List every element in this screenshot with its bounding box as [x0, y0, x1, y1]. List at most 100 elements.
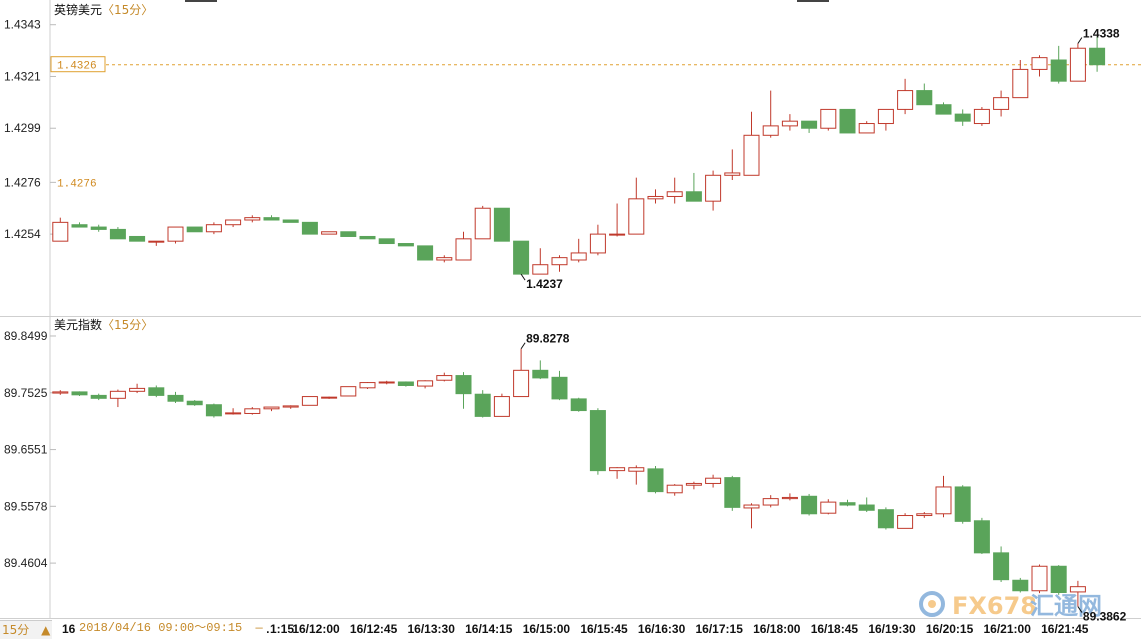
dxy-candle[interactable]: [743, 503, 760, 529]
dxy-candle[interactable]: [359, 381, 376, 389]
gbpusd-candle[interactable]: [301, 221, 318, 235]
dxy-candle[interactable]: [493, 393, 510, 417]
dxy-candle[interactable]: [1069, 580, 1086, 607]
gbpusd-candle[interactable]: [205, 222, 222, 235]
dxy-candle[interactable]: [263, 406, 280, 412]
gbpusd-candle[interactable]: [71, 222, 88, 228]
dxy-candle[interactable]: [993, 546, 1010, 583]
gbpusd-candle[interactable]: [551, 255, 568, 272]
dxy-candle[interactable]: [340, 386, 357, 397]
dxy-candle[interactable]: [90, 393, 107, 401]
gbpusd-candle[interactable]: [743, 111, 760, 176]
gbpusd-candle[interactable]: [1031, 55, 1048, 77]
dxy-candle[interactable]: [628, 465, 645, 485]
gbpusd-candle[interactable]: [1089, 36, 1106, 72]
dxy-candle[interactable]: [839, 499, 856, 507]
gbpusd-candle[interactable]: [474, 205, 491, 240]
dxy-candle[interactable]: [820, 499, 837, 515]
dxy-candle[interactable]: [513, 348, 530, 398]
dxy-candle[interactable]: [973, 517, 990, 555]
dxy-candle[interactable]: [801, 493, 818, 516]
period-selector-button[interactable]: 15分 ▲: [0, 620, 52, 639]
gbpusd-candle[interactable]: [225, 219, 242, 228]
gbpusd-candle[interactable]: [916, 83, 933, 106]
dxy-candle[interactable]: [877, 507, 894, 530]
dxy-candle[interactable]: [129, 383, 146, 394]
gbpusd-candle[interactable]: [724, 149, 741, 180]
dxy-candle[interactable]: [685, 481, 702, 490]
gbpusd-candle[interactable]: [167, 226, 184, 244]
gbpusd-candle[interactable]: [397, 243, 414, 247]
gbpusd-candle[interactable]: [1012, 60, 1029, 99]
dxy-candle[interactable]: [1050, 565, 1067, 595]
gbpusd-candle[interactable]: [1050, 45, 1067, 84]
dxy-candle[interactable]: [71, 391, 88, 396]
gbpusd-candle[interactable]: [455, 231, 472, 261]
gbpusd-candle[interactable]: [129, 235, 146, 242]
dxy-candle[interactable]: [301, 396, 318, 406]
gbpusd-candle[interactable]: [897, 78, 914, 115]
dxy-candle[interactable]: [321, 396, 338, 399]
gbpusd-candle[interactable]: [781, 114, 798, 131]
dxy-candle[interactable]: [417, 380, 434, 389]
gbpusd-candle[interactable]: [282, 219, 299, 223]
gbpusd-candle[interactable]: [321, 231, 338, 235]
gbpusd-candle[interactable]: [417, 245, 434, 261]
gbpusd-candle[interactable]: [359, 235, 376, 240]
gbpusd-candle[interactable]: [839, 108, 856, 134]
gbpusd-candle[interactable]: [186, 226, 203, 233]
dxy-candle[interactable]: [781, 493, 798, 501]
dxy-candle[interactable]: [858, 497, 875, 513]
gbpusd-candle[interactable]: [340, 231, 357, 237]
gbpusd-candle[interactable]: [877, 108, 894, 131]
dxy-candle[interactable]: [897, 513, 914, 529]
gbpusd-candle[interactable]: [1069, 43, 1086, 82]
gbpusd-candle[interactable]: [52, 217, 69, 242]
gbpusd-candle[interactable]: [705, 170, 722, 211]
gbpusd-candle[interactable]: [685, 172, 702, 202]
dxy-candle[interactable]: [244, 407, 261, 415]
gbpusd-candle[interactable]: [148, 240, 165, 246]
dxy-candle[interactable]: [109, 389, 126, 408]
dxy-candle[interactable]: [647, 465, 664, 494]
gbpusd-candle[interactable]: [647, 189, 664, 204]
gbpusd-candle[interactable]: [570, 238, 587, 263]
dxy-candle[interactable]: [609, 467, 626, 479]
gbpusd-candle[interactable]: [589, 224, 606, 256]
gbpusd-candle[interactable]: [801, 120, 818, 133]
dxy-candle[interactable]: [1012, 577, 1029, 593]
dxy-candle[interactable]: [589, 408, 606, 475]
gbpusd-candle[interactable]: [493, 207, 510, 242]
dxy-candle[interactable]: [455, 372, 472, 409]
dxy-candle[interactable]: [52, 390, 69, 395]
dxy-candle[interactable]: [551, 370, 568, 401]
gbpusd-candle[interactable]: [628, 177, 645, 235]
dxy-candle[interactable]: [916, 512, 933, 518]
gbpusd-candle[interactable]: [993, 90, 1010, 117]
gbpusd-candle[interactable]: [935, 102, 952, 115]
gbpusd-candle[interactable]: [263, 215, 280, 221]
dxy-candle[interactable]: [205, 403, 222, 418]
dxy-candle[interactable]: [762, 495, 779, 508]
dxy-candle[interactable]: [148, 385, 165, 398]
gbpusd-candle[interactable]: [762, 90, 779, 138]
dxy-candle[interactable]: [705, 474, 722, 488]
dxy-candle[interactable]: [378, 380, 395, 385]
gbpusd-candle[interactable]: [436, 255, 453, 263]
gbpusd-candle[interactable]: [858, 121, 875, 134]
gbpusd-candle[interactable]: [973, 107, 990, 126]
dxy-candle[interactable]: [167, 391, 184, 403]
gbpusd-candle[interactable]: [609, 203, 626, 237]
dxy-candle[interactable]: [570, 397, 587, 412]
dxy-candle[interactable]: [474, 390, 491, 418]
dxy-candle[interactable]: [666, 484, 683, 496]
gbpusd-candle[interactable]: [378, 238, 395, 245]
dxy-candle[interactable]: [1031, 564, 1048, 594]
dxy-candle[interactable]: [532, 360, 549, 380]
gbpusd-candle[interactable]: [90, 224, 107, 232]
dxy-candle[interactable]: [954, 485, 971, 524]
gbpusd-candle[interactable]: [820, 108, 837, 131]
dxy-candle[interactable]: [935, 475, 952, 518]
gbpusd-candle[interactable]: [954, 109, 971, 126]
